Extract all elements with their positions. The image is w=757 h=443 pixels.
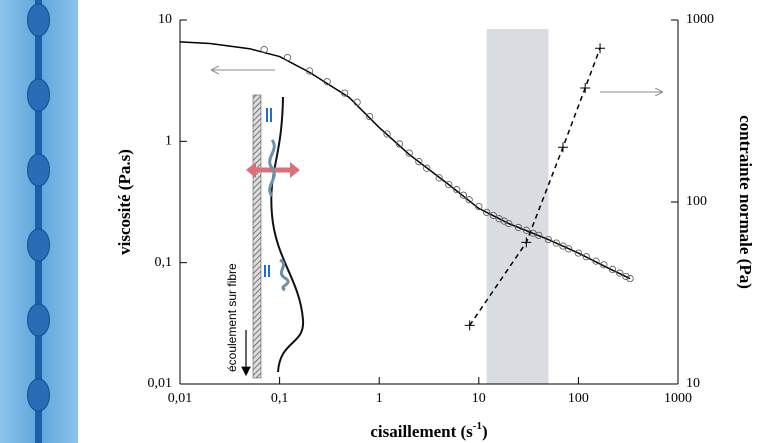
data-point — [283, 53, 292, 62]
data-point — [521, 237, 532, 248]
data-point — [544, 235, 553, 244]
data-point — [383, 130, 391, 138]
data-point — [415, 158, 423, 166]
y2-axis-label: contrainte normale (Pa) — [736, 115, 755, 289]
data-point — [522, 226, 530, 234]
data-point — [505, 219, 513, 228]
x-axis-label: cisaillement (s-1) — [370, 420, 487, 441]
y-axis-label: viscosité (Pa.s) — [115, 149, 134, 255]
photo — [0, 0, 78, 443]
data-point — [595, 43, 606, 54]
x-tick-label: 0,01 — [168, 391, 193, 406]
data-point — [535, 231, 543, 239]
y2-tick-label: 10 — [686, 376, 700, 391]
x-tick-label: 0,1 — [271, 391, 289, 406]
data-point — [305, 67, 314, 75]
data-point — [559, 242, 567, 250]
data-point — [557, 142, 568, 153]
data-point — [341, 89, 349, 97]
x-tick-label: 10 — [472, 391, 486, 406]
x-tick-label: 100 — [568, 391, 589, 406]
data-point — [459, 191, 467, 199]
data-point — [323, 78, 331, 86]
data-point — [423, 164, 431, 172]
x-tick-label: 1 — [376, 391, 383, 406]
data-point — [489, 211, 497, 220]
data-point — [580, 83, 591, 94]
data-point — [475, 202, 483, 211]
data-point — [353, 98, 361, 106]
inset: écoulement sur fibre — [225, 94, 305, 379]
data-point — [395, 140, 404, 148]
data-point — [260, 46, 268, 54]
data-point — [592, 257, 600, 265]
data-point — [582, 253, 590, 261]
data-point — [622, 272, 630, 281]
data-point — [574, 249, 583, 257]
data-point — [500, 217, 508, 225]
x-label-text: cisaillement (s — [370, 422, 473, 441]
x-label-end: ) — [482, 422, 488, 441]
y-tick-label: 10 — [158, 12, 172, 27]
data-point — [405, 149, 413, 157]
data-point — [465, 196, 473, 204]
data-point — [616, 269, 624, 277]
y2-tick-label: 100 — [686, 194, 707, 209]
y-tick-label: 0,1 — [155, 255, 173, 270]
data-point — [626, 274, 634, 283]
series-line — [179, 41, 631, 280]
y-tick-label: 1 — [165, 134, 172, 149]
data-point — [552, 239, 560, 247]
x-label-sup: -1 — [473, 420, 482, 432]
data-point — [435, 174, 443, 182]
data-point — [608, 265, 617, 274]
y-tick-label: 0,01 — [148, 376, 173, 391]
shaded-range — [486, 29, 549, 384]
data-point — [365, 112, 374, 121]
data-point — [600, 261, 608, 269]
inset-label: écoulement sur fibre — [225, 263, 239, 372]
data-point — [483, 208, 491, 216]
y2-tick-label: 1000 — [686, 12, 714, 27]
data-point — [464, 320, 475, 331]
data-point — [453, 186, 461, 194]
data-point — [514, 223, 523, 232]
x-tick-label: 1000 — [664, 391, 692, 406]
data-point — [565, 245, 573, 253]
data-point — [445, 180, 453, 189]
